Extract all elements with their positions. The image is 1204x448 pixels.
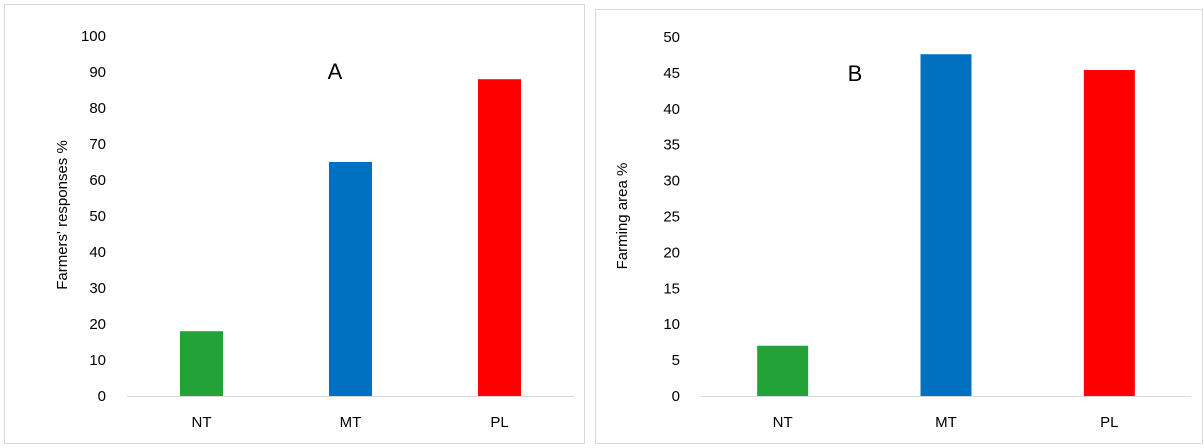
chart-b-y-tick-label: 30: [663, 173, 680, 190]
chart-a-y-axis-label: Farmers' responses %: [54, 140, 71, 290]
chart-b-y-tick-label: 20: [663, 244, 680, 261]
chart-b: B Farming area % 0 5 10 15 20 25 30 35 40 45 50 NT M…: [595, 9, 1203, 444]
chart-b-bar-mt: [920, 54, 972, 397]
chart-a-y-tick-label: 90: [89, 64, 106, 81]
chart-a-x-category-label: NT: [192, 414, 212, 431]
chart-a-bar-nt: [180, 331, 223, 396]
chart-b-y-tick-label: 45: [663, 65, 680, 82]
chart-b-y-tick-label: 5: [672, 352, 680, 369]
chart-a-bar-mt: [329, 162, 372, 396]
chart-b-y-axis-label: Farming area %: [614, 163, 631, 270]
chart-a-x-category-label: MT: [340, 414, 362, 431]
chart-b-x-category-label: NT: [773, 414, 793, 431]
chart-a-x-category-label: PL: [490, 414, 508, 431]
chart-b-x-category-label: MT: [935, 414, 957, 431]
chart-b-y-tick-label: 25: [663, 209, 680, 226]
chart-a-y-tick-label: 20: [89, 316, 106, 333]
chart-a-panel-label: A: [328, 59, 343, 84]
chart-b-y-tick-label: 50: [663, 29, 680, 46]
chart-b-bar-pl: [1083, 70, 1135, 396]
chart-a-y-tick-label: 0: [98, 388, 106, 405]
chart-b-panel: B Farming area % 0 5 10 15 20 25 30 35 40 45 50 NT M…: [594, 0, 1204, 448]
chart-b-y-tick-label: 40: [663, 101, 680, 118]
chart-a-y-tick-label: 80: [89, 100, 106, 117]
chart-a-y-tick-label: 60: [89, 172, 106, 189]
chart-a-y-tick-label: 40: [89, 244, 106, 261]
chart-a-panel: A Farmers' responses % 0 10 20 30 40 50 60 70 80…: [0, 0, 590, 448]
chart-a: A Farmers' responses % 0 10 20 30 40 50 60 70 80…: [4, 4, 585, 444]
chart-b-x-category-label: PL: [1100, 414, 1118, 431]
chart-a-y-tick-label: 30: [89, 280, 106, 297]
chart-b-y-tick-label: 0: [672, 388, 680, 405]
chart-b-bar-nt: [757, 345, 809, 396]
chart-a-y-tick-label: 70: [89, 136, 106, 153]
chart-b-panel-label: B: [848, 61, 863, 86]
chart-a-y-tick-label: 100: [81, 28, 106, 45]
chart-a-y-tick-label: 50: [89, 208, 106, 225]
chart-b-y-tick-label: 10: [663, 316, 680, 333]
chart-a-y-tick-label: 10: [89, 352, 106, 369]
chart-a-bar-pl: [478, 79, 521, 396]
chart-b-y-tick-label: 15: [663, 280, 680, 297]
chart-b-y-tick-label: 35: [663, 137, 680, 154]
